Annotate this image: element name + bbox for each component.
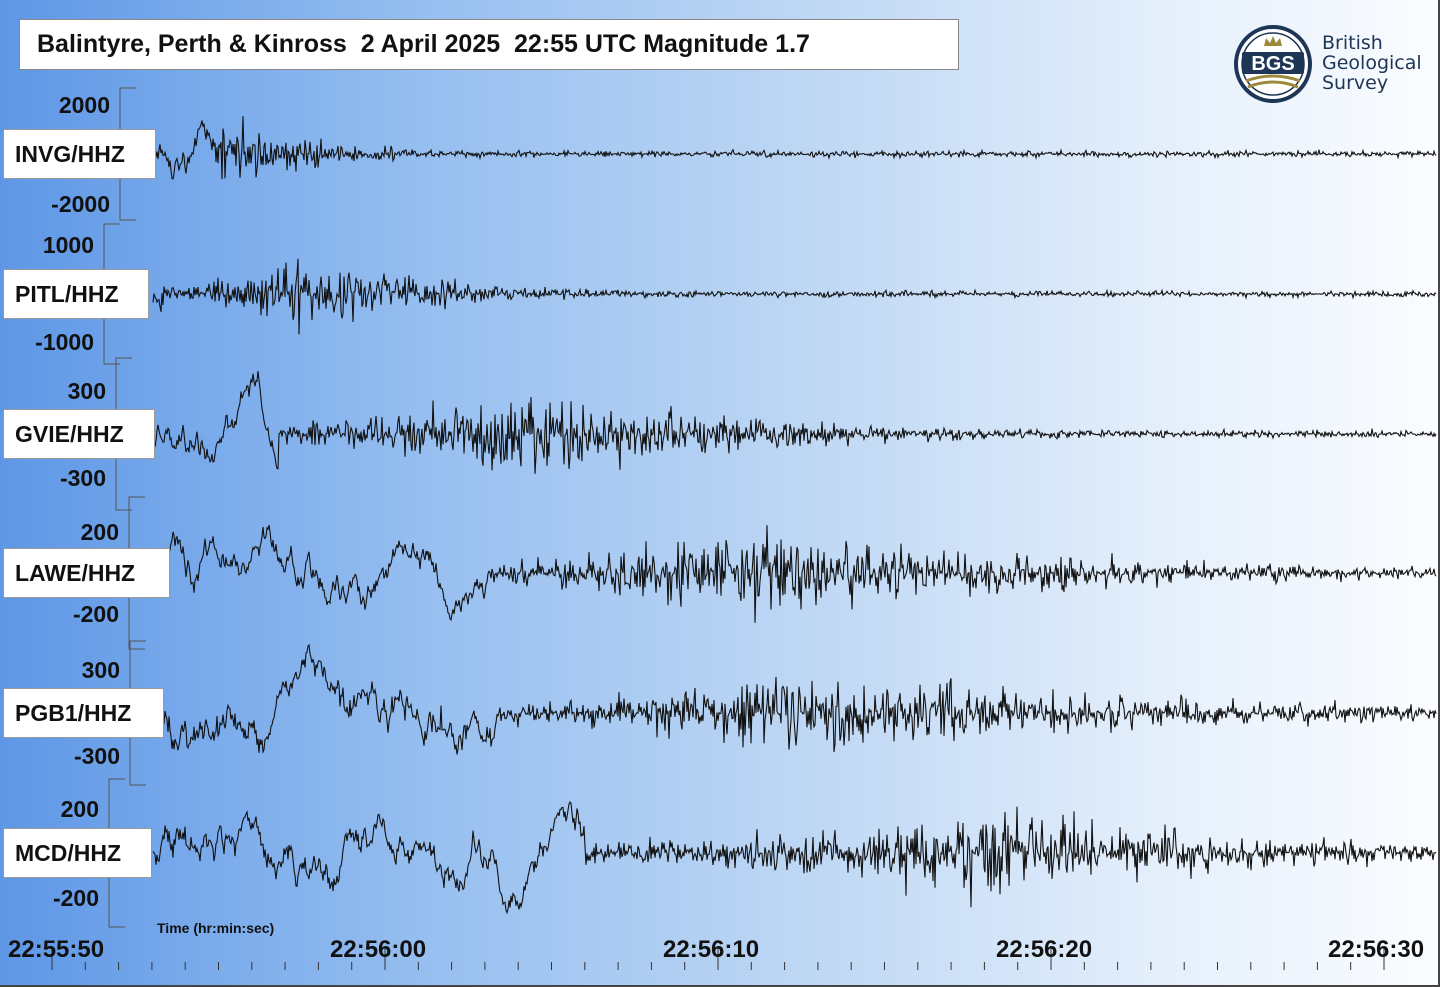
scale-max-label: 1000 (42, 232, 94, 258)
logo-line-2: Geological (1322, 52, 1422, 74)
scale-min-label: -300 (73, 743, 120, 769)
scale-bracket (103, 223, 120, 365)
x-axis-title: Time (hr:min:sec) (157, 920, 275, 936)
station-label: LAWE/HHZ (3, 548, 170, 598)
scale-bracket (129, 640, 146, 786)
waveform-gvie (152, 371, 1437, 474)
scale-min-label: -200 (52, 885, 99, 911)
scale-max-label: 300 (81, 657, 120, 683)
scale-max-label: 300 (67, 378, 106, 404)
scale-bracket (115, 357, 132, 511)
logo-line-3: Survey (1322, 72, 1389, 94)
waveform-mcd (152, 800, 1437, 915)
bgs-logo: BGS (1234, 25, 1312, 103)
scale-min-label: -300 (59, 465, 106, 491)
x-tick-label: 22:56:20 (996, 936, 1093, 963)
station-label: GVIE/HHZ (3, 409, 155, 459)
scale-bracket (128, 496, 145, 650)
x-tick-label: 22:56:30 (1328, 936, 1425, 963)
scale-min-label: -2000 (51, 191, 110, 217)
waveform-invg (152, 116, 1437, 180)
x-tick-label: 22:56:10 (663, 936, 760, 963)
x-tick-label: 22:55:50 (8, 936, 105, 963)
logo-wordmark: British Geological Survey (1322, 33, 1422, 93)
station-label: PGB1/HHZ (3, 688, 164, 738)
scale-max-label: 200 (60, 796, 99, 822)
scale-min-label: -200 (72, 601, 119, 627)
scale-max-label: 200 (80, 519, 119, 545)
bgs-crown-emblem-icon (1234, 25, 1312, 103)
waveform-pgb1 (152, 643, 1437, 755)
scale-bracket (108, 778, 125, 928)
scale-bracket (119, 87, 136, 221)
station-label: PITL/HHZ (3, 269, 149, 319)
station-label: MCD/HHZ (3, 828, 152, 878)
logo-line-1: British (1322, 32, 1383, 54)
logo-initials: BGS (1251, 53, 1294, 75)
station-label: INVG/HHZ (3, 129, 156, 179)
waveform-lawe (152, 524, 1437, 623)
waveform-pitl (152, 258, 1437, 335)
scale-min-label: -1000 (35, 329, 94, 355)
chart-title: Balintyre, Perth & Kinross 2 April 2025 … (19, 19, 959, 70)
scale-max-label: 2000 (58, 92, 110, 118)
x-tick-label: 22:56:00 (330, 936, 427, 963)
